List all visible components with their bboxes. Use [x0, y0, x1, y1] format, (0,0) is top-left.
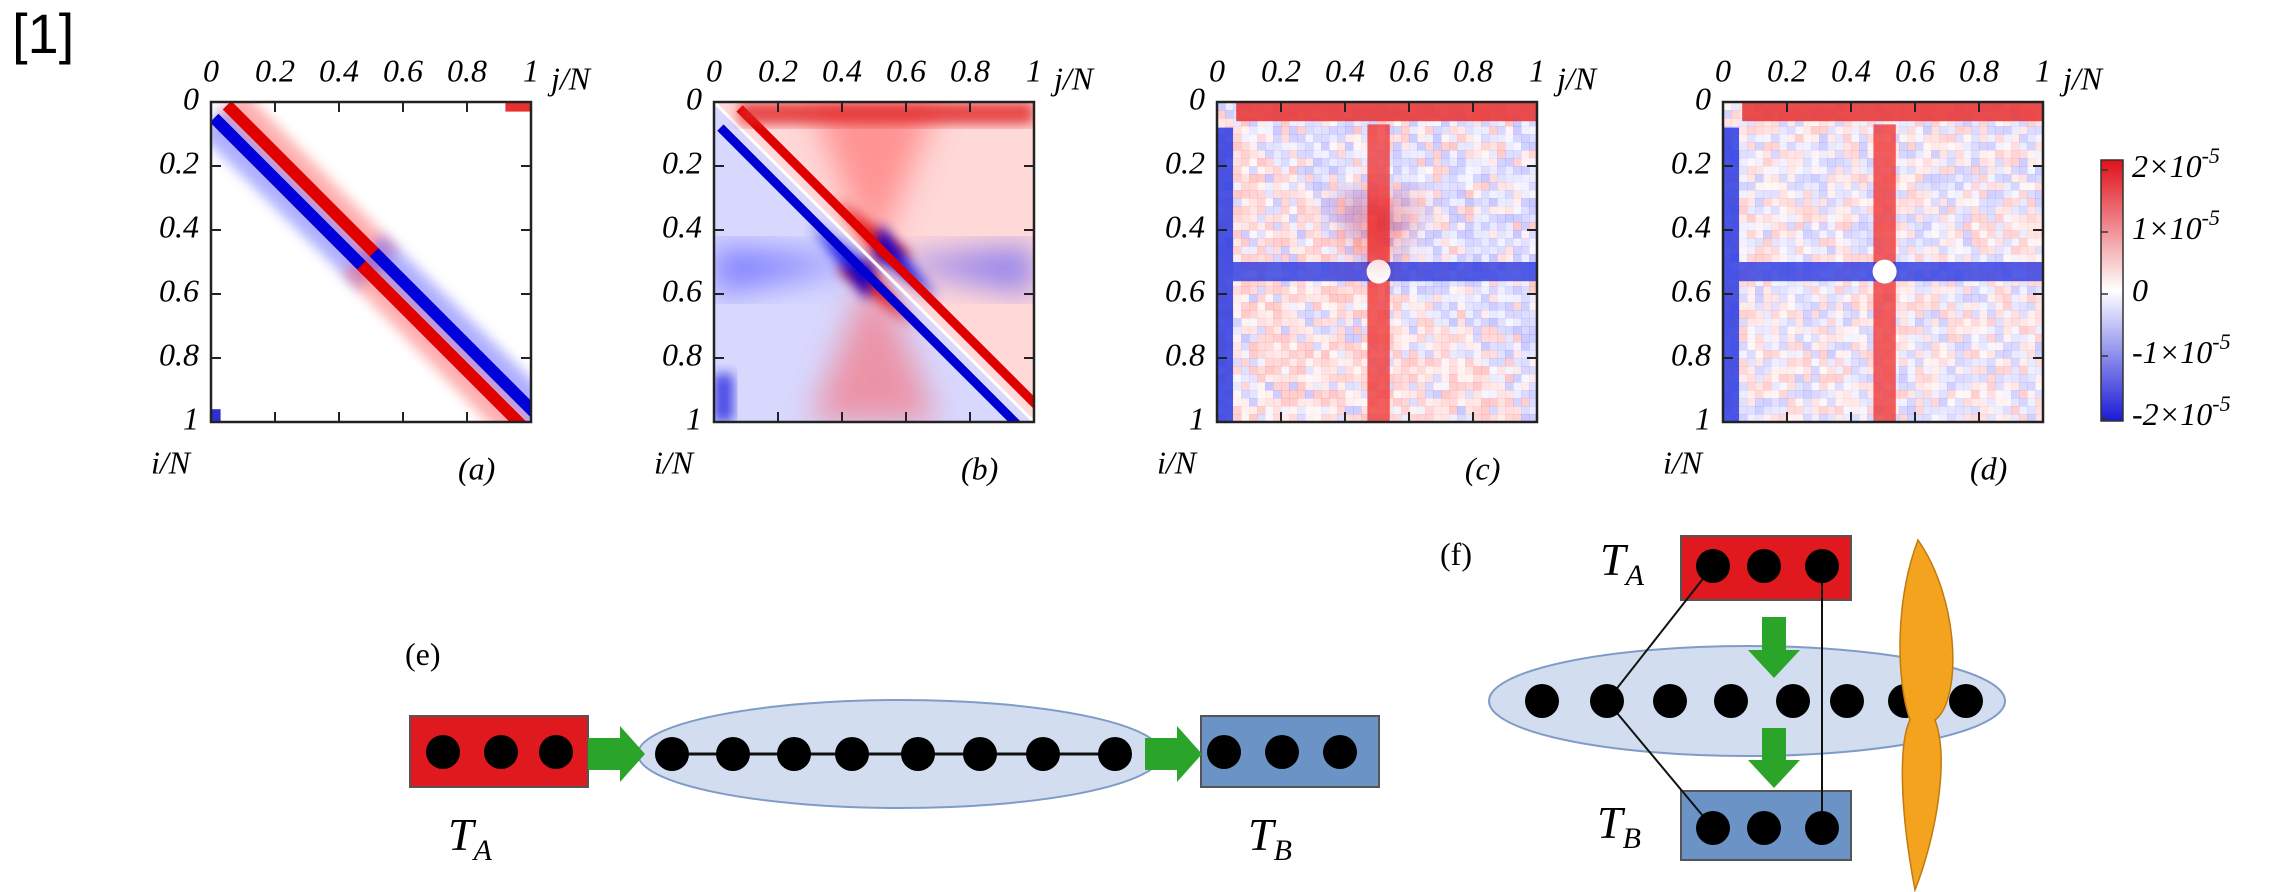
label-base: -1×10 — [2132, 334, 2212, 370]
x-axis-label: j/N — [1553, 60, 1598, 96]
x-tick-label: 1 — [1026, 52, 1042, 88]
heatmap — [1723, 102, 2044, 423]
heatmap-panel: 00.20.40.60.8100.20.40.60.81j/Ni/N(b) — [654, 52, 1095, 486]
bath-b-label: TB — [1597, 797, 1641, 855]
x-tick-label: 0 — [203, 52, 219, 88]
y-tick-label: 0.2 — [662, 144, 702, 180]
y-tick-label: 0 — [686, 80, 702, 116]
y-tick-label: 0.2 — [159, 144, 199, 180]
heatmap — [714, 102, 1040, 428]
panel-label: (e) — [405, 636, 441, 672]
heatmap-panels: 00.20.40.60.8100.20.40.60.81j/Ni/N(a)00.… — [151, 52, 2104, 486]
label-exponent: -5 — [2202, 143, 2220, 168]
bath-a-label: TA — [1600, 534, 1645, 592]
label-exponent: -5 — [2212, 329, 2230, 354]
x-axis-label: j/N — [1050, 60, 1095, 96]
heatmap — [211, 102, 544, 435]
diagram-f: (f) TA TB — [1440, 534, 2005, 890]
y-tick-label: 0.8 — [1165, 336, 1205, 372]
x-tick-label: 0.4 — [1831, 52, 1871, 88]
x-tick-label: 0.4 — [1325, 52, 1365, 88]
y-tick-label: 0 — [1695, 80, 1711, 116]
arrow — [1145, 726, 1202, 782]
x-tick-label: 0.8 — [447, 52, 487, 88]
heatmap — [1217, 102, 1538, 423]
x-tick-label: 0.2 — [1767, 52, 1807, 88]
y-tick-label: 0.6 — [1165, 272, 1205, 308]
y-axis-label: i/N — [1157, 444, 1198, 480]
diagram-e: (e) TA TB — [405, 636, 1379, 867]
label-base: -2×10 — [2132, 396, 2212, 432]
x-tick-label: 0.8 — [1453, 52, 1493, 88]
y-tick-label: 0.4 — [1165, 208, 1205, 244]
x-axis-label: j/N — [2059, 60, 2104, 96]
y-tick-label: 0.6 — [662, 272, 702, 308]
x-tick-label: 0.6 — [1895, 52, 1935, 88]
x-tick-label: 1 — [1529, 52, 1545, 88]
panel-label: (f) — [1440, 536, 1472, 572]
x-tick-label: 0.4 — [319, 52, 359, 88]
colorbar-tick-label: -2×10-5 — [2132, 391, 2231, 432]
x-tick-label: 0.6 — [886, 52, 926, 88]
y-tick-label: 0.4 — [1671, 208, 1711, 244]
y-tick-label: 0.6 — [159, 272, 199, 308]
x-tick-label: 0.2 — [255, 52, 295, 88]
y-tick-label: 0 — [1189, 80, 1205, 116]
y-tick-label: 0.2 — [1165, 144, 1205, 180]
label-base: 0 — [2132, 272, 2148, 308]
y-tick-label: 1 — [1189, 400, 1205, 436]
x-axis-label: j/N — [547, 60, 592, 96]
y-axis-label: i/N — [654, 444, 695, 480]
heatmap-panel: 00.20.40.60.8100.20.40.60.81j/Ni/N(a) — [151, 52, 592, 486]
label-exponent: -5 — [2212, 391, 2230, 416]
y-tick-label: 0.4 — [159, 208, 199, 244]
colorbar-tick-label: 2×10-5 — [2132, 143, 2220, 184]
y-tick-label: 1 — [686, 400, 702, 436]
x-tick-label: 0.6 — [1389, 52, 1429, 88]
y-tick-label: 0.4 — [662, 208, 702, 244]
panel-label: (c) — [1465, 450, 1501, 486]
bath-a-label: TA — [448, 809, 493, 867]
figure-ref: [1] — [12, 2, 74, 65]
colorbar — [2101, 160, 2123, 421]
y-tick-label: 1 — [183, 400, 199, 436]
label-base: 2×10 — [2132, 148, 2202, 184]
x-tick-label: 0 — [1209, 52, 1225, 88]
arrow — [588, 726, 645, 782]
x-tick-label: 0.2 — [1261, 52, 1301, 88]
bath-b-label: TB — [1248, 809, 1292, 867]
x-tick-label: 0.8 — [1959, 52, 1999, 88]
x-tick-label: 0.4 — [822, 52, 862, 88]
y-tick-label: 0.8 — [662, 336, 702, 372]
colorbar-tick-label: 1×10-5 — [2132, 205, 2220, 246]
x-tick-label: 0 — [1715, 52, 1731, 88]
label-exponent: -5 — [2202, 205, 2220, 230]
heatmap-panel: 00.20.40.60.8100.20.40.60.81j/Ni/N(c) — [1157, 52, 1598, 486]
label-base: 1×10 — [2132, 210, 2202, 246]
heatmap-panel: 00.20.40.60.8100.20.40.60.81j/Ni/N(d) — [1663, 52, 2104, 486]
y-tick-label: 0.8 — [159, 336, 199, 372]
colorbar-tick-label: 0 — [2132, 272, 2148, 308]
y-tick-label: 0.2 — [1671, 144, 1711, 180]
y-tick-label: 0.8 — [1671, 336, 1711, 372]
y-axis-label: i/N — [151, 444, 192, 480]
x-tick-label: 0.8 — [950, 52, 990, 88]
panel-label: (b) — [961, 450, 998, 486]
panel-label: (d) — [1970, 450, 2007, 486]
y-tick-label: 1 — [1695, 400, 1711, 436]
x-tick-label: 1 — [2035, 52, 2051, 88]
y-tick-label: 0.6 — [1671, 272, 1711, 308]
colorbar-tick-label: -1×10-5 — [2132, 329, 2231, 370]
y-axis-label: i/N — [1663, 444, 1704, 480]
x-tick-label: 1 — [523, 52, 539, 88]
x-tick-label: 0.2 — [758, 52, 798, 88]
x-tick-label: 0 — [706, 52, 722, 88]
x-tick-label: 0.6 — [383, 52, 423, 88]
panel-label: (a) — [458, 450, 495, 486]
y-tick-label: 0 — [183, 80, 199, 116]
